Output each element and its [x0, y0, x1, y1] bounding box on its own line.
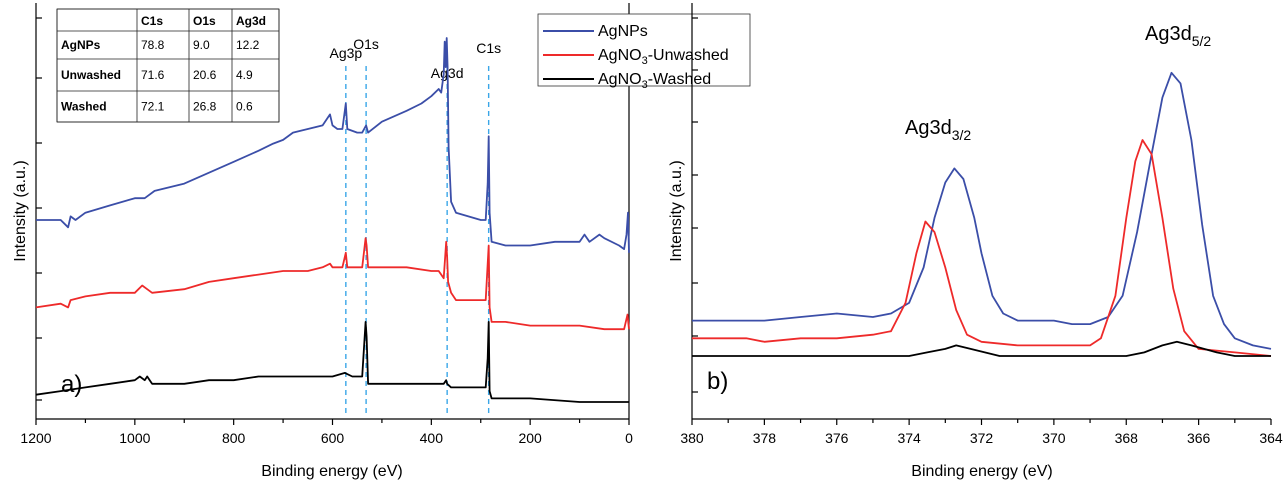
- table-header: O1s: [193, 14, 216, 28]
- x-tick-label: 376: [825, 430, 849, 446]
- x-tick-label: 1000: [119, 430, 150, 446]
- x-tick-label: 600: [321, 430, 345, 446]
- panel-b-x-ticks: 380 378 376 374 372 370 368 366 364: [680, 419, 1283, 446]
- panel-b-y-ticks: [692, 17, 698, 393]
- annotation-5-2: Ag3d5/2: [1145, 23, 1211, 49]
- legend: AgNPs AgNO3-Unwashed AgNO3-Washed: [537, 13, 751, 91]
- table-cell: 4.9: [236, 68, 253, 82]
- series-line-agno3-washed: [692, 340, 1271, 357]
- series-line-agno3-unwashed: [692, 139, 1272, 357]
- table-row-label: AgNPs: [61, 38, 101, 52]
- table-cell: 0.6: [236, 100, 253, 114]
- legend-label: AgNO3-Unwashed: [598, 47, 729, 67]
- x-tick-label: 200: [518, 430, 542, 446]
- panel-a-y-ticks: [36, 17, 42, 401]
- x-tick-label: 0: [625, 430, 633, 446]
- legend-label: AgNPs: [598, 23, 648, 40]
- panel-a-series: [35, 37, 630, 403]
- table-cell: 9.0: [193, 38, 210, 52]
- legend-box: [537, 13, 751, 87]
- table-cell: 78.8: [141, 38, 165, 52]
- panel-b-annotations: Ag3d3/2 Ag3d5/2: [905, 23, 1211, 143]
- x-tick-label: 368: [1115, 430, 1139, 446]
- x-tick-label: 800: [222, 430, 246, 446]
- x-tick-label: 374: [897, 430, 921, 446]
- x-tick-label: 372: [970, 430, 994, 446]
- panel-b-label: b): [707, 368, 728, 395]
- series-line-agno3-washed: [35, 321, 629, 403]
- panel-b-series: [692, 71, 1272, 357]
- x-tick-label: 364: [1259, 430, 1283, 446]
- x-tick-label: 378: [753, 430, 777, 446]
- panel-a-x-label: Binding energy (eV): [261, 463, 402, 480]
- legend-label: AgNO3-Washed: [598, 71, 711, 91]
- table-header: Ag3d: [236, 14, 266, 28]
- table-row-label: Washed: [61, 100, 107, 114]
- x-tick-label: 366: [1187, 430, 1211, 446]
- panel-b-y-label: Intensity (a.u.): [668, 160, 685, 261]
- panel-a-x-ticks: 1200 1000 800 600 400 200 0: [20, 419, 633, 446]
- x-tick-label: 370: [1042, 430, 1066, 446]
- table-cell: 71.6: [141, 68, 165, 82]
- composition-table: C1s O1s Ag3d AgNPs 78.8 9.0 12.2 Unwashed 71.6 20…: [56, 8, 280, 123]
- peak-label-c1s: C1s: [476, 40, 501, 56]
- table-cell: 72.1: [141, 100, 165, 114]
- x-tick-label: 1200: [20, 430, 51, 446]
- table-cell: 26.8: [193, 100, 217, 114]
- table-row-label: Unwashed: [61, 68, 121, 82]
- panel-a-y-label: Intensity (a.u.): [12, 160, 29, 261]
- table-cell: 20.6: [193, 68, 217, 82]
- table-cell: 12.2: [236, 38, 260, 52]
- panel-b-x-label: Binding energy (eV): [911, 463, 1052, 480]
- table-border: [56, 8, 280, 123]
- x-tick-label: 400: [420, 430, 444, 446]
- table-header: C1s: [141, 14, 163, 28]
- series-line-agno3-unwashed: [35, 237, 630, 331]
- series-line-agnps: [36, 37, 630, 253]
- annotation-3-2: Ag3d3/2: [905, 117, 971, 143]
- panel-a-label: a): [61, 371, 82, 398]
- panel-b: 380 378 376 374 372 370 368 366 364 Ag3d3/2 Ag3d5…: [668, 3, 1283, 480]
- peak-label-ag3p: Ag3p: [329, 45, 362, 61]
- peak-label-o1s: O1s: [353, 36, 379, 52]
- x-tick-label: 380: [680, 430, 704, 446]
- series-line-agnps: [692, 71, 1272, 350]
